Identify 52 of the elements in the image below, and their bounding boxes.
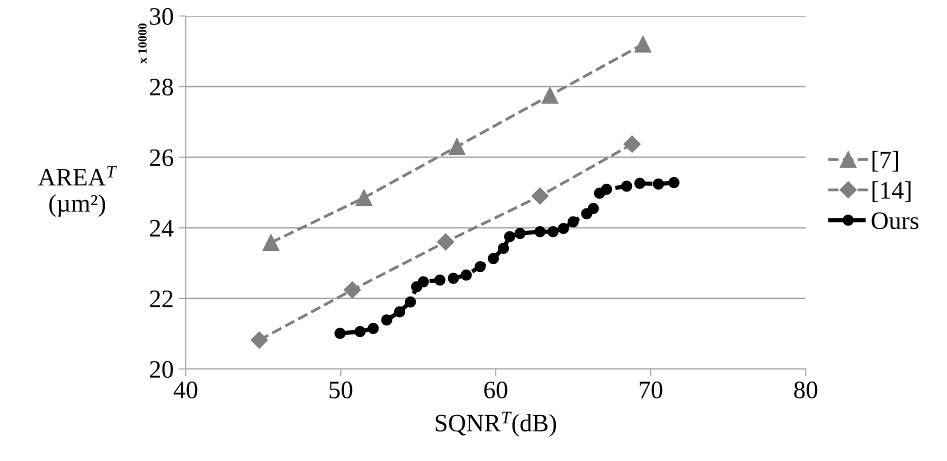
point — [474, 261, 486, 272]
point — [448, 272, 459, 284]
point — [668, 177, 680, 188]
x-tick-label: 60 — [484, 382, 508, 398]
point — [354, 326, 366, 338]
point — [262, 234, 280, 251]
point — [634, 178, 646, 189]
point — [418, 276, 429, 288]
text: x 10000 — [138, 24, 147, 64]
legend-label: [14] — [872, 181, 910, 202]
point — [356, 189, 372, 206]
point — [531, 187, 549, 205]
point — [437, 233, 454, 250]
point — [250, 332, 268, 349]
point — [404, 296, 416, 308]
x-tick-label: 80 — [794, 382, 818, 398]
point — [368, 322, 379, 334]
point — [534, 226, 546, 238]
point — [634, 36, 652, 53]
point — [448, 138, 466, 155]
y-axis-title: AREA$^{T}$ (µm²) — [38, 166, 117, 217]
point — [394, 306, 406, 318]
point — [568, 216, 579, 228]
y-tick-label: 20 — [150, 361, 173, 378]
y-tick-label: 22 — [150, 290, 173, 308]
point — [600, 184, 612, 195]
point — [334, 328, 346, 339]
point — [504, 231, 516, 242]
point — [652, 178, 664, 190]
point — [547, 226, 559, 238]
point — [514, 228, 526, 240]
point — [542, 87, 558, 104]
y-tick-label: 26 — [150, 149, 174, 166]
point — [624, 136, 641, 153]
y-tick-label: 24 — [150, 220, 174, 236]
x-tick-label: 50 — [330, 382, 352, 398]
point — [460, 270, 472, 281]
point — [488, 252, 499, 264]
x-tick-label: 70 — [640, 382, 662, 398]
legend-label: [7] — [872, 150, 898, 172]
point — [381, 314, 392, 326]
y-tick-label: 30 — [150, 8, 173, 25]
y-tick-label: 28 — [150, 78, 173, 96]
x-axis-title: SQNR$^{T}$(dB) — [436, 412, 556, 437]
point — [498, 242, 510, 254]
point — [588, 202, 599, 214]
point — [434, 274, 446, 286]
legend-label: Ours — [872, 212, 918, 230]
point — [621, 180, 632, 192]
point — [558, 222, 569, 234]
x-tick-label: 40 — [174, 382, 198, 398]
point — [344, 281, 361, 298]
